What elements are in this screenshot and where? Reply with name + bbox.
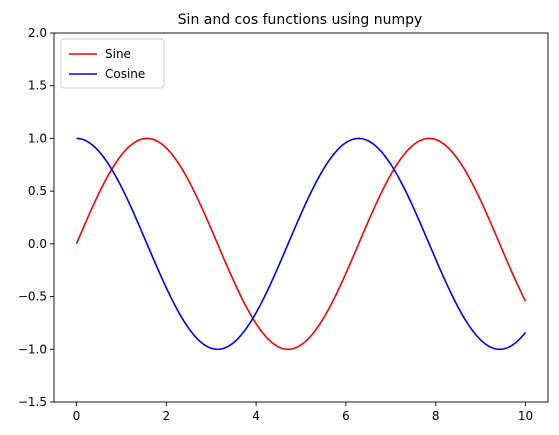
y-tick-label: 0.5 [28,184,47,198]
axes-frame [53,32,549,403]
x-tick-label: 8 [432,409,440,423]
series-line-cosine [76,137,527,351]
y-tick-label: 2.0 [28,26,47,40]
y-tick-label: 1.5 [28,79,47,93]
y-tick-label: −1.0 [18,342,47,356]
y-tick-label: 1.0 [28,131,47,145]
x-tick-label: 2 [162,409,170,423]
plot-area [75,137,527,351]
x-tick-label: 10 [518,409,533,423]
legend-box [60,38,165,89]
y-tick-label: −1.5 [18,395,47,409]
x-tick-label: 6 [342,409,350,423]
legend-label-cosine: Cosine [105,67,145,81]
series-line-sine [75,137,527,351]
y-tick-label: 0.0 [28,237,47,251]
y-tick-label: −0.5 [18,290,47,304]
x-tick-label: 4 [252,409,260,423]
legend: Sine Cosine [60,38,165,89]
legend-label-sine: Sine [105,47,131,61]
x-tick-label: 0 [73,409,81,423]
axes: 0 2 4 6 8 10 −1.5 −1.0 −0.5 0.0 0.5 1.0 1.5 2.0 [18,26,549,423]
chart-title: Sin and cos functions using numpy [178,12,423,28]
